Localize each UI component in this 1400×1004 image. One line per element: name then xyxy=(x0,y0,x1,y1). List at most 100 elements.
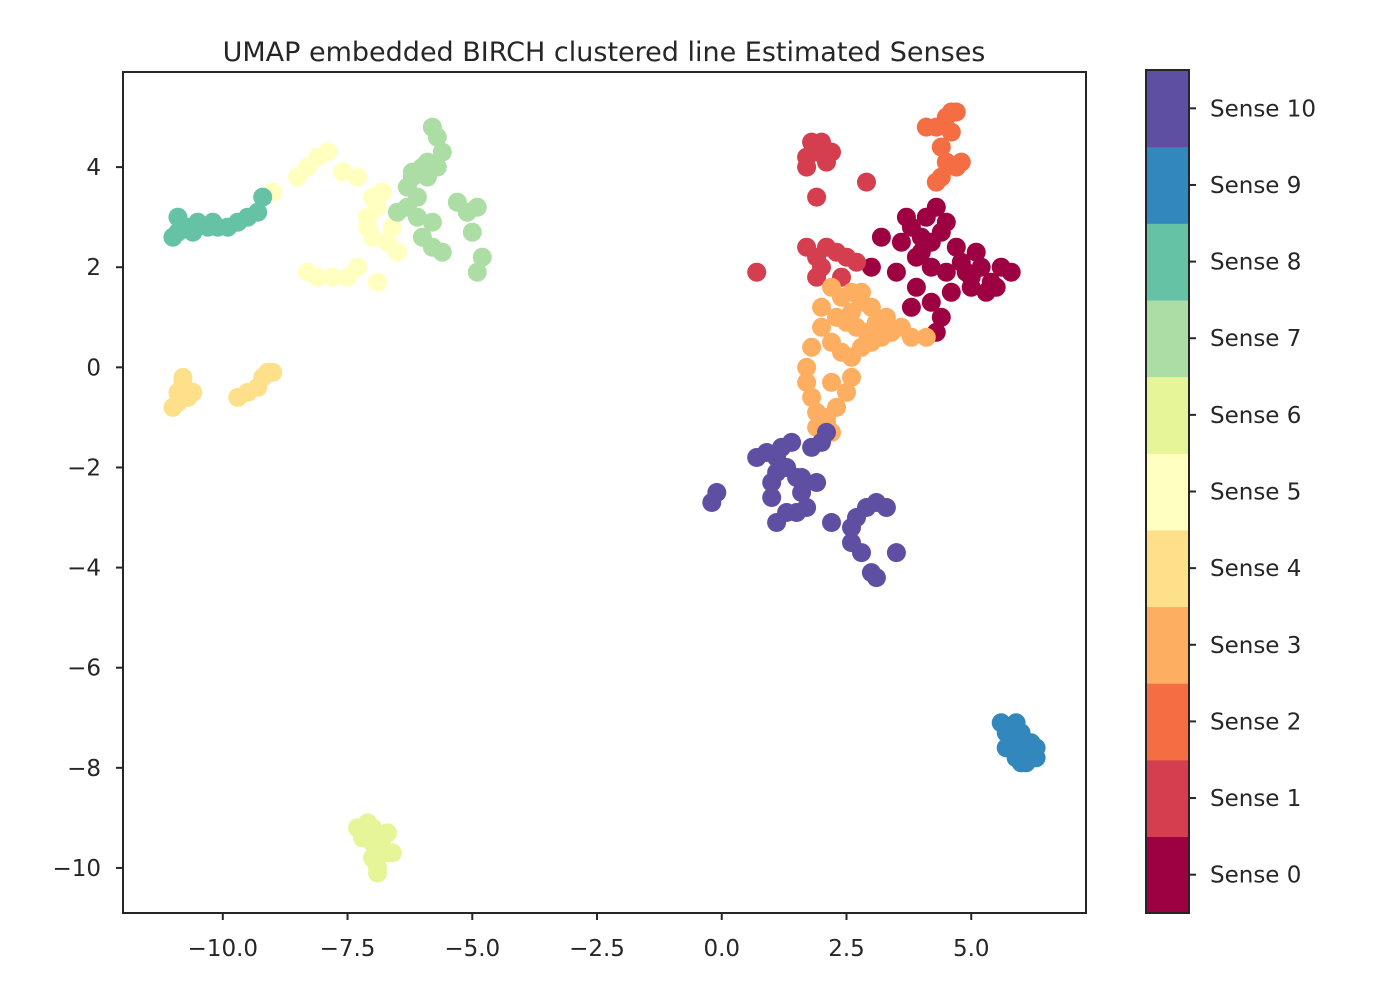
data-point xyxy=(417,152,437,172)
data-point xyxy=(812,317,831,337)
y-tick-label: −6 xyxy=(67,656,101,682)
x-tick-label: −5.0 xyxy=(444,936,500,962)
data-point xyxy=(802,387,822,407)
data-point xyxy=(168,392,188,412)
series-sense-4 xyxy=(163,362,283,417)
data-point xyxy=(911,242,931,262)
data-point xyxy=(886,262,906,282)
data-point xyxy=(298,262,318,282)
colorbar-label: Sense 0 xyxy=(1210,863,1301,889)
data-point xyxy=(427,127,447,147)
data-point xyxy=(472,247,492,267)
data-point xyxy=(842,367,861,387)
colorbar-label: Sense 6 xyxy=(1210,403,1301,429)
data-point xyxy=(422,212,442,232)
data-point xyxy=(378,823,397,843)
data-point xyxy=(936,212,956,232)
data-point xyxy=(871,227,891,247)
data-point xyxy=(931,307,951,327)
data-point xyxy=(921,257,941,277)
data-point xyxy=(387,242,407,262)
data-point xyxy=(173,367,193,387)
data-point xyxy=(847,252,866,272)
data-point xyxy=(762,473,782,492)
data-point xyxy=(901,327,921,347)
colorbar-label: Sense 4 xyxy=(1210,556,1301,582)
data-point xyxy=(951,152,971,172)
data-point xyxy=(792,483,812,502)
data-point xyxy=(1016,753,1036,773)
data-point xyxy=(822,372,841,392)
data-point xyxy=(822,142,841,162)
y-axis: 4 2 0 −2 −4 −6 −8 −10 xyxy=(52,155,123,882)
data-point xyxy=(827,397,846,417)
data-point xyxy=(807,267,827,287)
data-point xyxy=(747,262,767,282)
data-point xyxy=(368,272,387,292)
data-point xyxy=(387,202,407,222)
y-tick-label: 0 xyxy=(86,355,101,381)
data-point xyxy=(363,818,382,838)
data-point xyxy=(941,122,961,142)
data-point xyxy=(802,337,822,357)
data-point xyxy=(338,267,357,287)
data-point xyxy=(358,217,377,237)
data-point xyxy=(946,237,966,257)
data-point xyxy=(1001,262,1021,282)
plot-frame xyxy=(122,71,1087,914)
data-point xyxy=(707,483,727,502)
colorbar-label: Sense 7 xyxy=(1210,326,1301,352)
data-point xyxy=(762,488,782,507)
data-point xyxy=(253,187,273,207)
x-tick-label: 2.5 xyxy=(828,936,865,962)
data-point xyxy=(961,277,981,297)
data-point xyxy=(852,282,871,302)
series-sense-0 xyxy=(861,197,1021,342)
y-tick-label: 2 xyxy=(86,255,101,281)
data-point xyxy=(432,142,452,162)
data-point xyxy=(891,232,911,252)
data-point xyxy=(876,498,896,517)
data-point xyxy=(857,172,876,192)
data-point xyxy=(876,307,896,327)
data-point xyxy=(263,362,283,382)
y-tick-label: 4 xyxy=(86,155,101,181)
data-point xyxy=(926,197,946,217)
data-point xyxy=(318,142,338,162)
data-point xyxy=(382,843,402,863)
data-point xyxy=(183,222,203,242)
data-point xyxy=(797,157,817,177)
data-point xyxy=(168,207,188,227)
data-point xyxy=(382,217,402,237)
data-point xyxy=(248,202,268,222)
y-tick-label: −2 xyxy=(67,455,101,481)
colorbar-segment xyxy=(1146,299,1189,378)
data-point xyxy=(1016,733,1036,753)
colorbar-segment xyxy=(1146,453,1189,531)
data-point xyxy=(467,197,487,217)
data-point xyxy=(931,137,951,157)
data-point xyxy=(797,372,817,392)
colorbar-segment xyxy=(1146,606,1189,684)
data-point xyxy=(373,182,392,202)
colorbar-segment xyxy=(1146,529,1189,608)
colorbar-label: Sense 9 xyxy=(1210,173,1301,199)
data-point xyxy=(807,187,827,207)
data-point xyxy=(807,473,827,492)
data-point xyxy=(462,222,482,242)
series-sense-8 xyxy=(163,187,273,247)
data-point xyxy=(323,267,343,287)
data-point xyxy=(368,863,387,883)
data-point xyxy=(926,172,946,192)
data-point xyxy=(348,167,367,187)
data-point xyxy=(792,468,812,487)
colorbar-label: Sense 1 xyxy=(1210,786,1301,812)
data-point xyxy=(996,738,1016,758)
data-point xyxy=(407,207,427,227)
data-point xyxy=(812,297,831,317)
series-sense-3 xyxy=(797,277,936,442)
colorbar-segment xyxy=(1146,759,1189,837)
data-point xyxy=(921,292,941,312)
data-point xyxy=(842,302,861,322)
